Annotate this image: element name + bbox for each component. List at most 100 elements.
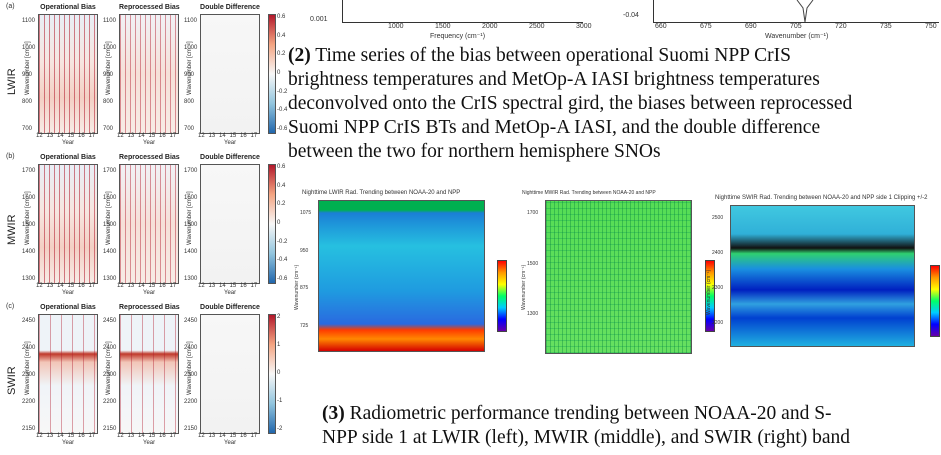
caption-line: deconvolved onto the CrIS spectral gird,… [288,93,853,114]
panel-title: Operational Bias [40,4,96,11]
heatmap [119,314,179,434]
y-tick-label: 875 [300,285,309,291]
colorbar-tick: -1 [277,398,283,404]
x-tick-label: 14 [57,133,64,139]
x-tick-label: 3000 [576,23,592,30]
x-tick-label: 13 [127,133,135,139]
y-tick-label: 1075 [300,210,312,216]
x-tick-label: 13 [46,433,54,439]
band-label: MWIR [6,214,18,245]
heatmap [38,164,98,284]
caption-line: Radiometric performance trending between… [349,403,832,424]
trend-title: Nighttime SWIR Rad. Trending between NOA… [715,195,928,201]
top-middle-chart: 0.001 Frequency (cm⁻¹) 1000 1500 2000 2500 3… [300,0,592,40]
x-tick-label: 735 [880,23,892,30]
y-tick-label: 1700 [22,168,36,174]
y-tick-label: 1700 [527,210,539,216]
colorbar [930,265,940,337]
y-tick-label: 2400 [712,250,724,256]
trend-heatmap [318,200,485,352]
y-tick-label: 1500 [103,222,117,228]
y-tick-label: 1600 [184,195,198,201]
y-tick-label: 1000 [22,45,36,51]
colorbar-tick: -0.2 [277,88,288,95]
y-tick-label: 2150 [22,426,36,432]
caption-2: (2) Time series of the bias between oper… [288,44,852,164]
x-tick-label: 17 [169,133,177,139]
y-tick-label: 2300 [103,372,117,378]
y-tick-label: 900 [103,72,114,78]
panel-title: Reprocessed Bias [119,304,180,311]
y-tick-label: 700 [103,126,114,132]
x-tick-label: 13 [127,283,135,289]
colorbar-tick: 0.6 [277,164,286,170]
y-axis-label: Wavenumber (cm⁻¹) [521,264,527,310]
colorbar-tick: 2 [277,314,281,320]
x-axis-label: Year [143,140,156,146]
caption-line: Suomi NPP CrIS BTs and MetOp-A IASI, and… [288,117,821,138]
x-axis-label: Year [143,440,156,446]
x-axis-label: Year [224,290,237,296]
x-tick-label: 14 [138,433,145,439]
x-axis-label: Year [62,440,75,446]
panel-title: Reprocessed Bias [119,154,180,161]
x-tick-label: 15 [67,133,75,139]
x-tick-label: 16 [159,133,166,139]
y-tick-label: 1300 [22,276,36,282]
x-axis-label: Year [62,290,75,296]
y-tick-label: 2450 [103,318,117,324]
y-tick-label: 725 [300,322,309,329]
colorbar [268,314,276,434]
colorbar-tick: 0.2 [277,201,286,208]
y-tick-label: 950 [300,247,309,254]
panel-label: (c) [6,303,15,310]
x-tick-label: 15 [148,133,156,139]
y-tick-label: 0.001 [310,16,328,23]
band-label: LWIR [6,68,18,95]
x-tick-label: 15 [148,433,156,439]
x-tick-label: 16 [159,433,166,439]
colorbar-tick: -0.6 [277,276,288,282]
panel-title: Double Difference [200,304,260,311]
colorbar-tick: -0.2 [277,238,288,245]
colorbar-tick: 0.4 [277,182,286,189]
trend-heatmap [730,205,915,347]
y-tick-label: 900 [22,72,33,78]
x-tick-label: 13 [208,433,216,439]
heatmap [119,14,179,134]
x-tick-label: 15 [67,433,75,439]
x-axis-label: Frequency (cm⁻¹) [430,33,486,40]
trend-title: Nighttime MWIR Rad. Trending between NOA… [522,190,656,196]
y-tick-label: -0.04 [623,12,639,19]
x-tick-label: 750 [925,23,937,30]
y-tick-label: 800 [103,99,114,105]
y-tick-label: 1400 [184,249,198,255]
x-tick-label: 720 [835,23,847,30]
y-tick-label: 1000 [184,45,198,51]
caption-number: (2) [288,45,311,66]
y-tick-label: 1300 [103,276,117,282]
x-tick-label: 17 [250,283,258,289]
y-tick-label: 2200 [22,399,36,405]
plot-frame [342,0,583,23]
x-tick-label: 16 [240,283,247,289]
colorbar-tick: 0.6 [277,14,286,20]
colorbar-tick: 0 [277,370,281,376]
colorbar-tick: -0.4 [277,257,288,264]
x-tick-label: 16 [78,433,85,439]
line-trace [796,0,814,22]
x-axis-label: Year [143,290,156,296]
y-tick-label: 800 [184,99,195,105]
x-axis-label: Year [62,140,75,146]
y-tick-label: 2150 [103,426,117,432]
top-right-chart: -0.04 Wavenumber (cm⁻¹) 660 675 690 705 720 7… [615,0,941,42]
x-tick-label: 1000 [388,23,404,30]
colorbar [497,260,507,332]
x-tick-label: 2000 [482,23,498,30]
x-tick-label: 17 [169,283,177,289]
y-tick-label: 1400 [103,249,117,255]
colorbar [268,164,276,284]
x-tick-label: 12 [36,433,43,439]
heatmap [119,164,179,284]
x-tick-label: 12 [198,433,205,439]
